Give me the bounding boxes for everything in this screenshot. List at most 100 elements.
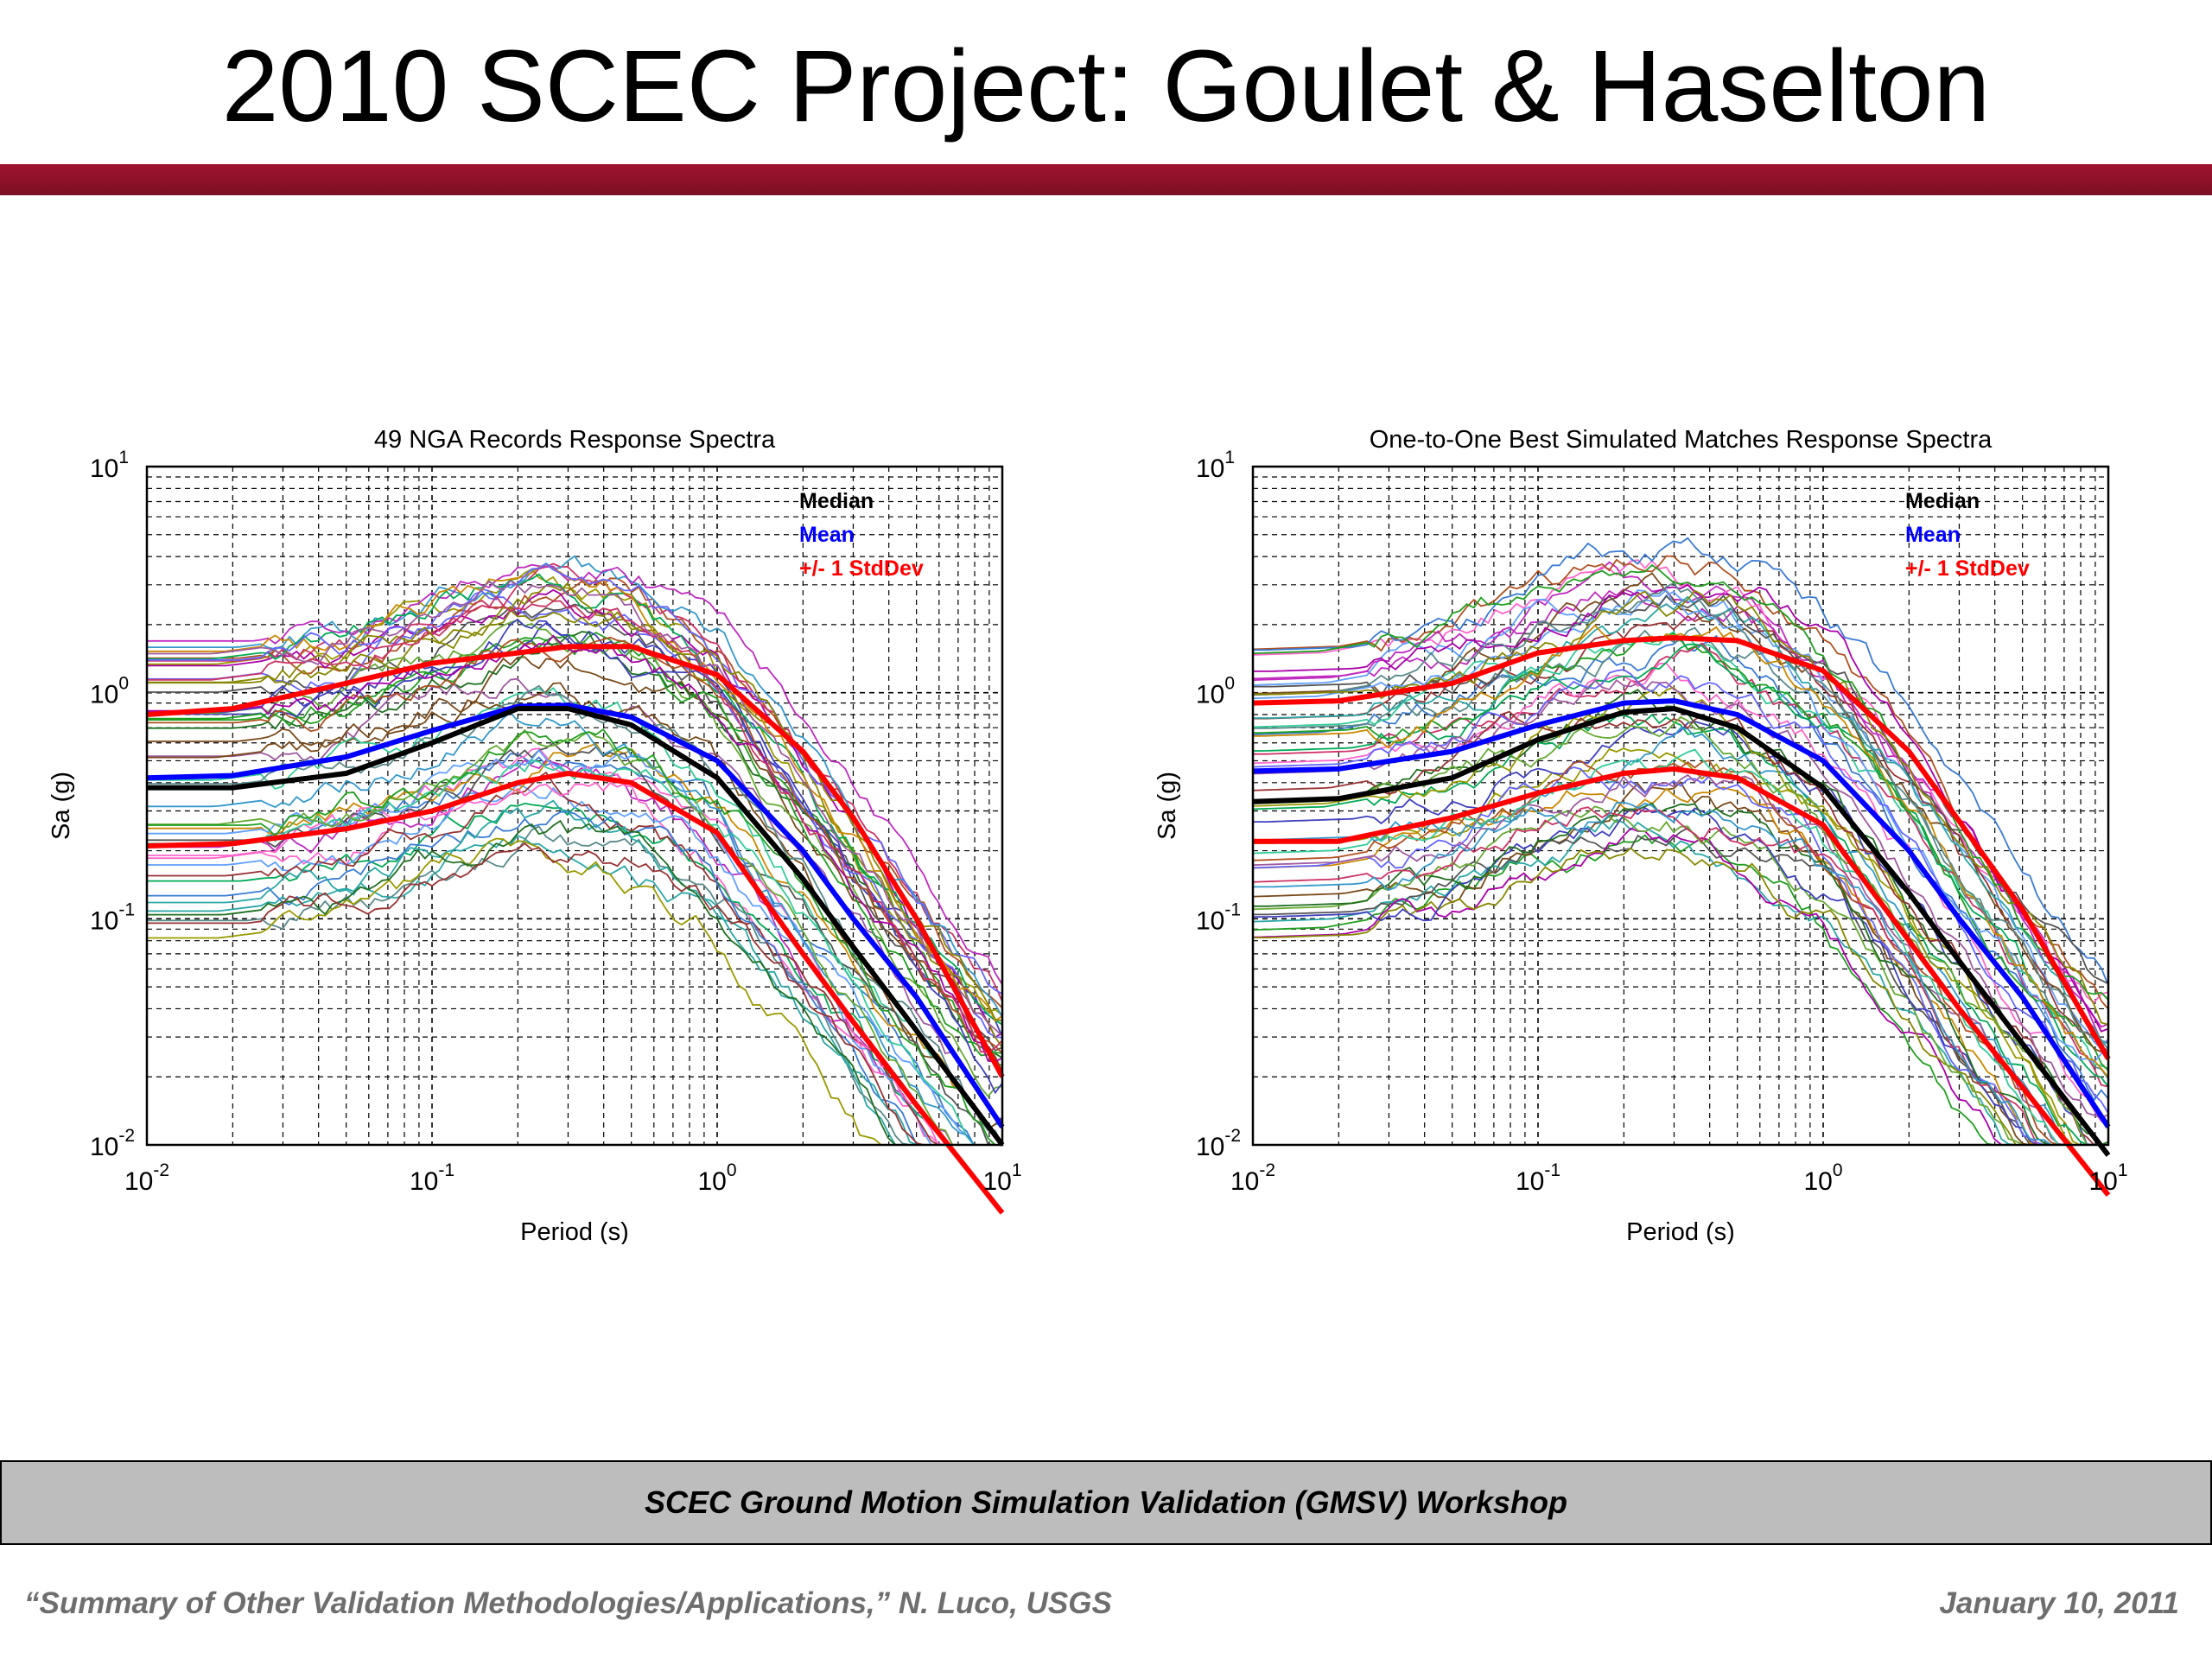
record-trace [1252, 748, 2108, 1146]
chart-simulated-matches: 10-2 10-1 100 101 10-2 10-1 100 101 One-to-One B… [1145, 406, 2182, 1244]
record-trace [147, 573, 1003, 1026]
record-trace [147, 631, 1003, 1059]
record-trace [147, 582, 1003, 1022]
x-tick-label: 10-2 [124, 1160, 169, 1196]
chart-nga-records-svg: 10-2 10-1 100 101 10-2 10-1 100 101 49 NGA Recor… [48, 426, 1022, 1244]
record-trace [1252, 582, 2109, 1050]
series-line [1252, 698, 2111, 1128]
series-line [147, 706, 1005, 1147]
x-tick-label: 10-1 [410, 1160, 454, 1196]
title-rule [0, 164, 2212, 195]
statistic-series [146, 644, 1005, 1215]
record-trace [1253, 827, 2108, 1146]
y-tick-label: 101 [1196, 448, 1235, 483]
y-axis-label: Sa (g) [1154, 772, 1181, 840]
y-tick-label: 100 [90, 674, 129, 709]
record-trace [147, 810, 1002, 1146]
record-trace [1252, 669, 2109, 1114]
record-trace [147, 656, 1003, 1072]
record-trace [147, 837, 1002, 1146]
record-trace [147, 563, 1003, 985]
record-trace [1252, 805, 2108, 1146]
plot-frame [145, 465, 1004, 1147]
y-tick-label: 100 [1196, 674, 1235, 709]
record-trace [147, 634, 1003, 1063]
x-tick-label: 100 [1803, 1160, 1842, 1196]
record-trace [147, 618, 1003, 1095]
record-trace [1253, 802, 2108, 1146]
record-trace [147, 799, 1002, 1146]
record-trace [1252, 590, 2109, 1050]
record-trace [147, 711, 1002, 1146]
record-trace [1252, 834, 2108, 1146]
record-trace [147, 759, 1002, 1146]
y-axis-label: Sa (g) [48, 772, 75, 840]
record-trace [1253, 727, 2108, 1146]
legend: Median Mean +/- 1 StdDev [799, 489, 924, 581]
legend-entry: Mean [799, 523, 855, 547]
y-tick-label: 10-2 [90, 1126, 135, 1161]
record-trace [147, 633, 1003, 1054]
x-tick-label: 101 [2088, 1160, 2127, 1196]
record-trace [147, 579, 1003, 1037]
y-tick-label: 101 [90, 448, 129, 483]
statistic-series [1252, 635, 2111, 1197]
series-line [1252, 706, 2111, 1157]
y-tick-label: 10-1 [90, 899, 135, 935]
record-trace [147, 636, 1003, 1054]
record-trace [147, 825, 1002, 1146]
x-tick-label: 101 [982, 1160, 1021, 1196]
x-tick-label: 10-1 [1516, 1160, 1560, 1196]
series-line [1253, 766, 2111, 1197]
x-axis-label: Period (s) [1626, 1218, 1735, 1244]
series-line [146, 771, 1005, 1215]
chart-nga-records: 10-2 10-1 100 101 10-2 10-1 100 101 49 NGA Recor… [39, 406, 1076, 1244]
record-trace [1252, 563, 2109, 1001]
record-trace [147, 741, 1002, 1146]
record-trace [1253, 583, 2109, 1033]
record-trace [147, 819, 1002, 1146]
series-line [146, 702, 1005, 1128]
x-tick-label: 100 [697, 1160, 736, 1196]
series-line [1252, 635, 2111, 1060]
chart-title: One-to-One Best Simulated Matches Respon… [1370, 426, 1993, 454]
record-trace [147, 728, 1002, 1146]
slide-title: 2010 SCEC Project: Goulet & Haselton [221, 29, 1991, 143]
record-trace [1253, 589, 2109, 1026]
record-trace [147, 771, 1002, 1146]
record-trace [1252, 827, 2108, 1146]
x-tick-label: 10-2 [1230, 1160, 1275, 1196]
record-trace [1253, 806, 2108, 1146]
record-trace [1253, 643, 2109, 1088]
record-trace [147, 728, 1002, 1146]
record-trace [1253, 801, 2108, 1146]
plot-frame [1251, 465, 2110, 1147]
legend-entry: +/- 1 StdDev [1905, 556, 2030, 581]
chart-simulated-matches-svg: 10-2 10-1 100 101 10-2 10-1 100 101 One-to-One B… [1154, 426, 2128, 1244]
record-trace [147, 687, 1003, 1130]
record-trace [1253, 624, 2109, 1078]
record-trace [1253, 537, 2109, 986]
record-trace [147, 563, 1003, 1002]
series-line [146, 644, 1005, 1078]
footer-date: January 10, 2011 [1939, 1586, 2179, 1620]
record-trace [147, 609, 1003, 1049]
chart-title: 49 NGA Records Response Spectra [374, 426, 776, 454]
footer-band: SCEC Ground Motion Simulation Validation… [0, 1460, 2212, 1545]
record-trace [147, 842, 1002, 1146]
legend-entry: Mean [1905, 523, 1961, 547]
record-trace [1253, 595, 2109, 1045]
y-tick-label: 10-2 [1196, 1126, 1241, 1161]
record-trace [147, 594, 1003, 1053]
y-tick-label: 10-1 [1196, 899, 1241, 935]
workshop-title: SCEC Ground Motion Simulation Validation… [645, 1484, 1567, 1520]
record-trace [1253, 847, 2108, 1146]
legend-entry: +/- 1 StdDev [799, 556, 924, 581]
legend: Median Mean +/- 1 StdDev [1905, 489, 2030, 581]
footer-citation: “Summary of Other Validation Methodologi… [24, 1586, 1112, 1620]
plot-area [1253, 467, 2108, 1145]
legend-entry: Median [799, 489, 874, 513]
x-axis-label: Period (s) [520, 1218, 629, 1244]
legend-entry: Median [1905, 489, 1980, 513]
record-trace [1252, 766, 2108, 1146]
